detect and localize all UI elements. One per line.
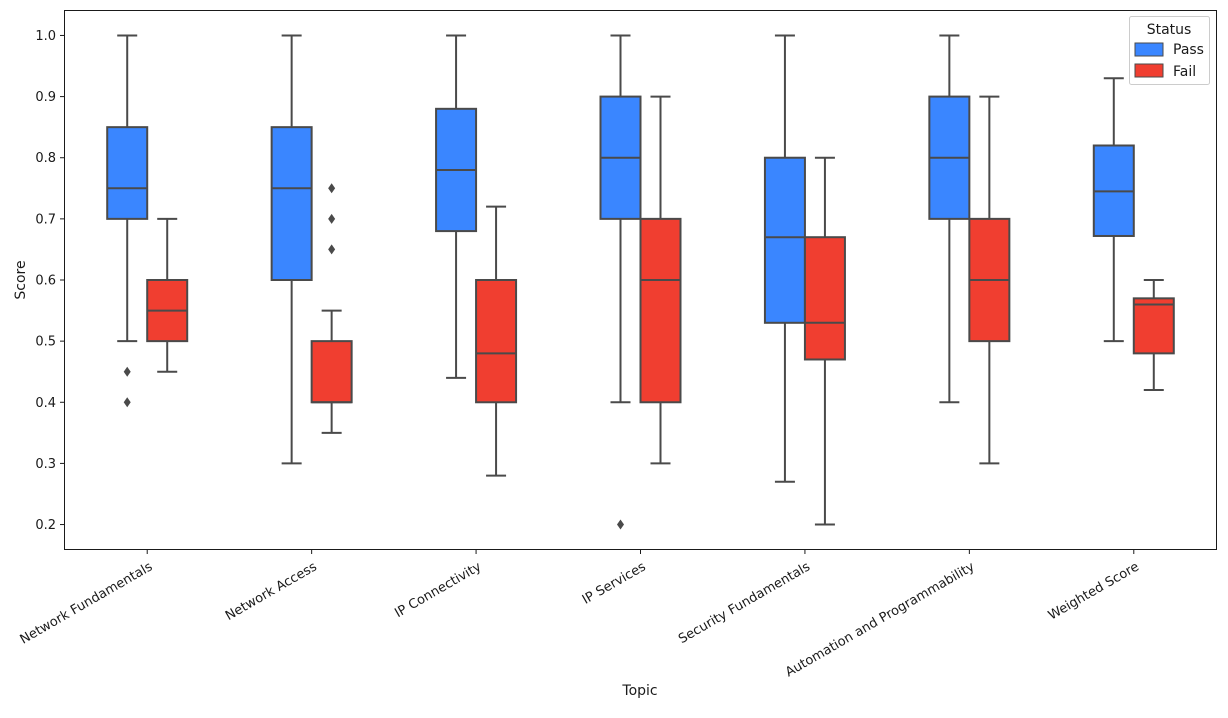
box-iqr bbox=[1132, 297, 1175, 355]
x-tick-label: Security Fundamentals bbox=[676, 559, 813, 647]
legend: Status Pass Fail bbox=[1129, 16, 1210, 85]
legend-label-fail: Fail bbox=[1173, 64, 1196, 80]
legend-title: Status bbox=[1147, 22, 1192, 38]
box-iqr bbox=[270, 126, 313, 281]
x-tick-label: Network Fundamentals bbox=[18, 559, 156, 647]
legend-swatch-pass bbox=[1134, 42, 1164, 57]
series-fail bbox=[146, 95, 1175, 526]
y-tick-label: 0.5 bbox=[35, 335, 56, 350]
y-tick-label: 1.0 bbox=[35, 29, 56, 44]
outlier-point bbox=[123, 397, 131, 408]
box-pass-2 bbox=[435, 34, 478, 379]
legend-swatch-fail bbox=[1134, 63, 1164, 78]
x-axis-label: Topic bbox=[621, 683, 657, 699]
box-fail-1 bbox=[310, 183, 353, 434]
y-axis-label: Score bbox=[13, 260, 29, 299]
box-fail-4 bbox=[803, 156, 846, 526]
box-pass-5 bbox=[928, 34, 971, 404]
box-series-group bbox=[106, 34, 1175, 530]
box-iqr bbox=[763, 156, 806, 324]
y-tick-label: 0.6 bbox=[35, 274, 56, 289]
box-fail-3 bbox=[639, 95, 682, 465]
box-pass-0 bbox=[106, 34, 149, 408]
box-fail-5 bbox=[968, 95, 1011, 465]
box-iqr bbox=[310, 340, 353, 404]
outlier-point bbox=[123, 366, 131, 377]
box-pass-3 bbox=[599, 34, 642, 530]
x-tick-label: Weighted Score bbox=[1046, 559, 1142, 623]
box-iqr bbox=[475, 279, 518, 404]
outlier-point bbox=[328, 213, 336, 224]
y-tick-label: 0.9 bbox=[35, 90, 56, 105]
legend-label-pass: Pass bbox=[1173, 42, 1204, 58]
x-axis: Network Fundamentals Network Access IP Con… bbox=[18, 549, 1142, 680]
series-pass bbox=[106, 34, 1135, 530]
y-tick-label: 0.3 bbox=[35, 457, 56, 472]
x-tick-label: Network Access bbox=[223, 559, 320, 624]
y-tick-label: 0.4 bbox=[35, 396, 56, 411]
y-tick-label: 0.7 bbox=[35, 212, 56, 227]
box-pass-1 bbox=[270, 34, 313, 465]
outlier-point bbox=[328, 244, 336, 255]
box-iqr bbox=[106, 126, 149, 220]
y-tick-label: 0.8 bbox=[35, 151, 56, 166]
box-iqr bbox=[639, 217, 682, 404]
box-fail-0 bbox=[146, 217, 189, 373]
x-tick-label: IP Services bbox=[580, 559, 649, 607]
box-pass-6 bbox=[1092, 77, 1135, 343]
box-fail-2 bbox=[475, 205, 518, 477]
box-pass-4 bbox=[763, 34, 806, 483]
box-iqr bbox=[803, 236, 846, 361]
y-tick-label: 0.2 bbox=[35, 518, 56, 533]
outlier-point bbox=[328, 183, 336, 194]
outlier-point bbox=[617, 519, 624, 530]
y-axis: 0.2 0.3 0.4 0.5 0.6 0.7 0.8 0.9 1.0 bbox=[35, 29, 65, 533]
box-fail-6 bbox=[1132, 279, 1175, 392]
x-tick-label: IP Connectivity bbox=[392, 559, 484, 621]
x-tick-label: Automation and Programmability bbox=[783, 559, 978, 680]
